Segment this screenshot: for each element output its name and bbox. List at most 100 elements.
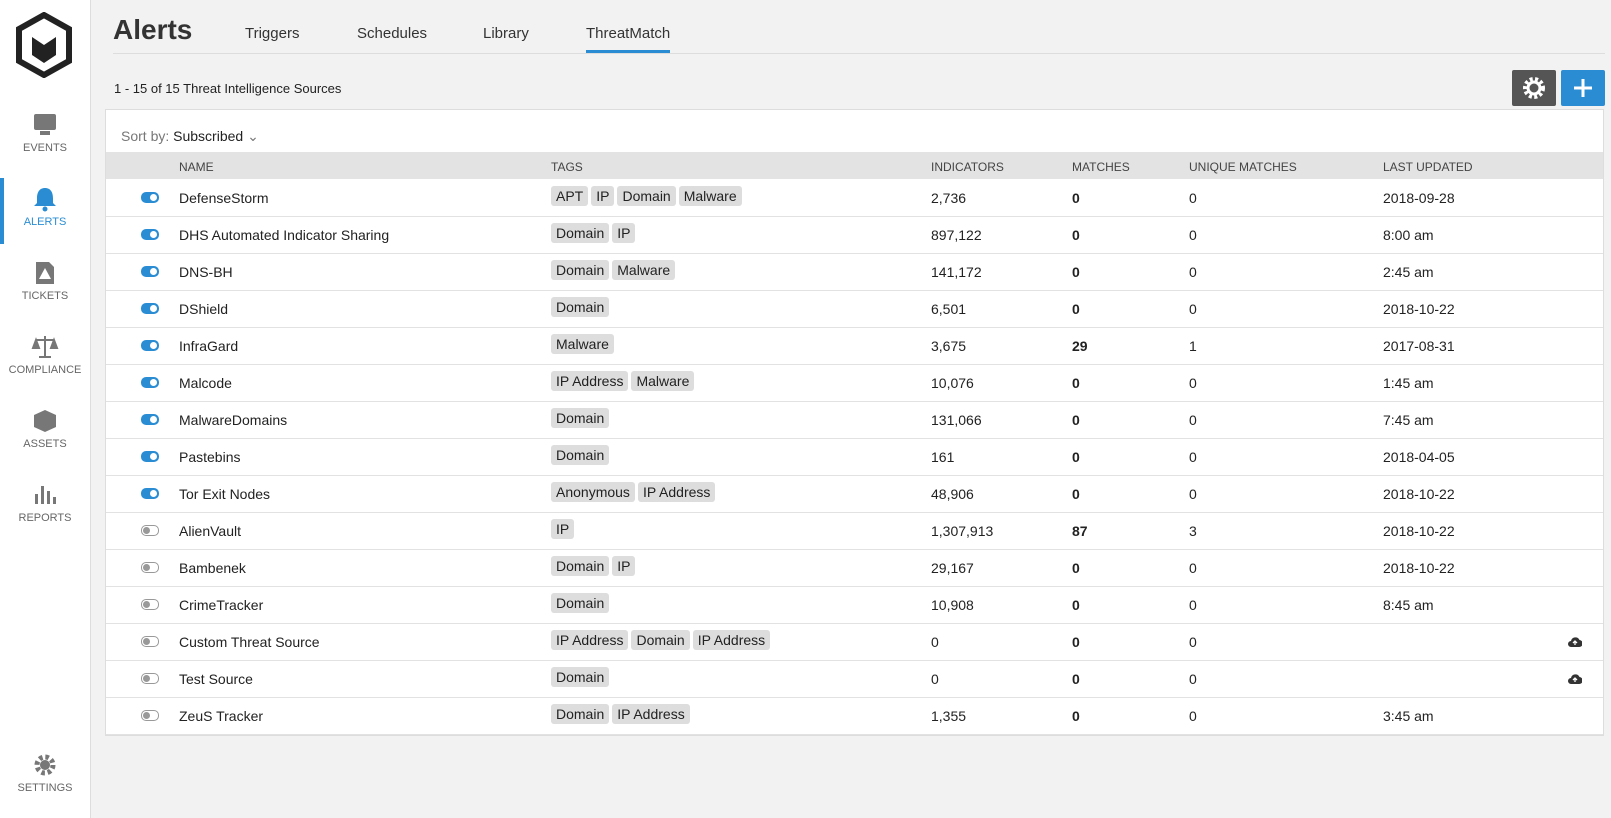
last-updated: 2:45 am	[1383, 264, 1434, 280]
result-count: 1 - 15 of 15 Threat Intelligence Sources	[114, 81, 342, 96]
indicators: 10,908	[931, 597, 974, 613]
tag: IP	[591, 186, 615, 206]
matches: 87	[1072, 523, 1088, 539]
nav-label: REPORTS	[18, 512, 72, 524]
nav-icon	[35, 486, 56, 504]
settings-button[interactable]	[1512, 70, 1556, 106]
toggle[interactable]	[141, 303, 159, 314]
sort-dropdown[interactable]: Sort by: Subscribed ⌄	[121, 128, 259, 145]
toggle[interactable]	[141, 377, 159, 388]
tab[interactable]: Library	[483, 25, 529, 42]
tag: Domain	[551, 223, 610, 243]
indicators: 161	[931, 449, 955, 465]
nav-label: ALERTS	[23, 216, 67, 228]
unique-matches: 0	[1189, 375, 1197, 391]
toggle[interactable]	[141, 451, 159, 462]
source-name: DNS-BH	[179, 264, 233, 280]
tab[interactable]: ThreatMatch	[586, 25, 671, 53]
toggle-knob	[150, 342, 157, 349]
sort-label: Sort by:	[121, 128, 170, 144]
source-name: DefenseStorm	[179, 190, 269, 206]
unique-matches: 0	[1189, 597, 1197, 613]
tag-list: Domain	[551, 667, 612, 687]
nav-label: EVENTS	[22, 142, 67, 154]
toggle[interactable]	[141, 562, 159, 573]
indicators: 1,307,913	[931, 523, 994, 539]
last-updated: 2018-09-28	[1383, 190, 1455, 206]
nav-item[interactable]: SETTINGS	[0, 744, 90, 810]
toggle[interactable]	[141, 599, 159, 610]
indicators: 141,172	[931, 264, 982, 280]
nav-item[interactable]: ALERTS	[0, 178, 90, 244]
toggle[interactable]	[141, 414, 159, 425]
nav-icon	[36, 262, 54, 284]
tab[interactable]: Triggers	[245, 25, 300, 42]
cloud-icon	[1568, 674, 1583, 685]
unique-matches: 0	[1189, 412, 1197, 428]
upload-icon[interactable]	[1568, 672, 1583, 690]
column-header: TAGS	[551, 160, 583, 174]
unique-matches: 0	[1189, 671, 1197, 687]
source-name: Tor Exit Nodes	[179, 486, 271, 502]
nav-label: TICKETS	[21, 290, 69, 302]
add-button[interactable]	[1561, 70, 1605, 106]
nav-item[interactable]: TICKETS	[0, 252, 90, 318]
tag-list: Domain Malware	[551, 260, 678, 280]
toggle[interactable]	[141, 192, 159, 203]
toggle[interactable]	[141, 710, 159, 721]
toggle-knob	[150, 416, 157, 423]
toggle[interactable]	[141, 673, 159, 684]
tag: Malware	[678, 186, 742, 206]
column-header: LAST UPDATED	[1383, 160, 1473, 174]
indicators: 29,167	[931, 560, 974, 576]
nav-item[interactable]: ASSETS	[0, 400, 90, 466]
source-name: Custom Threat Source	[179, 634, 320, 650]
toggle[interactable]	[141, 488, 159, 499]
tag-list: Domain IP	[551, 223, 638, 243]
last-updated: 2018-04-05	[1383, 449, 1455, 465]
last-updated: 1:45 am	[1383, 375, 1434, 391]
toggle[interactable]	[141, 340, 159, 351]
matches: 0	[1072, 190, 1080, 206]
tag: Domain	[551, 260, 610, 280]
tag: Domain	[617, 186, 676, 206]
toggle[interactable]	[141, 636, 159, 647]
tab[interactable]: Schedules	[357, 25, 428, 42]
divider	[113, 53, 1605, 54]
table-row: MalwareDomains Domain 131,066 0 0 7:45 am	[106, 401, 1603, 439]
column-header: UNIQUE MATCHES	[1189, 160, 1297, 174]
toggle[interactable]	[141, 525, 159, 536]
toggle[interactable]	[141, 266, 159, 277]
table-row: InfraGard Malware 3,675 29 1 2017-08-31	[106, 327, 1603, 365]
last-updated: 2018-10-22	[1383, 560, 1455, 576]
nav-item[interactable]: COMPLIANCE	[0, 326, 90, 392]
matches: 0	[1072, 634, 1080, 650]
nav-icon	[34, 754, 56, 776]
table-row: DefenseStorm APT IP Domain Malware 2,736 0 0 201…	[106, 179, 1603, 217]
last-updated: 2018-10-22	[1383, 523, 1455, 539]
tag: IP	[551, 519, 575, 539]
tag-list: Domain	[551, 297, 612, 317]
upload-icon[interactable]	[1568, 635, 1583, 653]
tag: Domain	[551, 593, 610, 613]
matches: 0	[1072, 449, 1080, 465]
source-name: AlienVault	[179, 523, 242, 539]
tag: IP	[612, 223, 636, 243]
table-row: Pastebins Domain 161 0 0 2018-04-05	[106, 438, 1603, 476]
table-card: Sort by: Subscribed ⌄ NAME TAGS INDICATORS…	[105, 109, 1604, 736]
table-row: Malcode IP Address Malware 10,076 0 0 1:45 am	[106, 364, 1603, 402]
tag: Anonymous	[551, 482, 635, 502]
unique-matches: 0	[1189, 264, 1197, 280]
matches: 0	[1072, 412, 1080, 428]
nav-item[interactable]: EVENTS	[0, 104, 90, 170]
toggle[interactable]	[141, 229, 159, 240]
toggle-knob	[150, 379, 157, 386]
nav-icon	[34, 188, 56, 212]
table-row: ZeuS Tracker Domain IP Address 1,355 0 0 3:45 …	[106, 697, 1603, 735]
sidebar: EVENTS ALERTS TICKETS COMPLIANCE ASSETS REPOR…	[0, 0, 91, 818]
logo	[16, 12, 72, 78]
indicators: 0	[931, 671, 939, 687]
nav-item[interactable]: REPORTS	[0, 474, 90, 540]
unique-matches: 0	[1189, 708, 1197, 724]
table-row: AlienVault IP 1,307,913 87 3 2018-10-22	[106, 512, 1603, 550]
